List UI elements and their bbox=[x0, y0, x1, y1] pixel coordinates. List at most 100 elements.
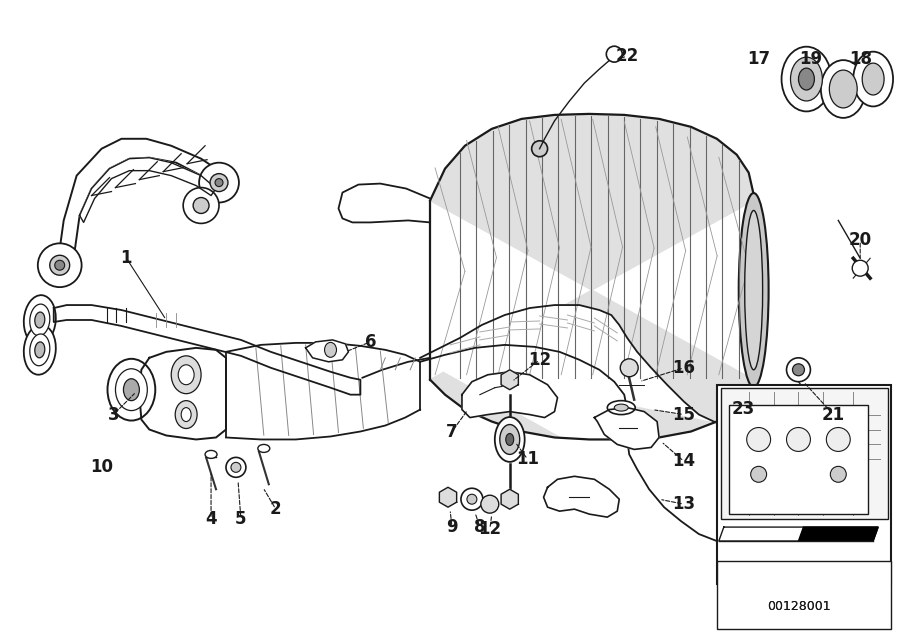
Ellipse shape bbox=[744, 211, 762, 370]
Text: 6: 6 bbox=[364, 333, 376, 351]
Ellipse shape bbox=[30, 304, 50, 336]
Circle shape bbox=[620, 359, 638, 377]
Text: 9: 9 bbox=[446, 518, 458, 536]
Polygon shape bbox=[719, 527, 878, 541]
Ellipse shape bbox=[862, 63, 884, 95]
Ellipse shape bbox=[500, 425, 519, 454]
Circle shape bbox=[481, 495, 499, 513]
Circle shape bbox=[215, 179, 223, 186]
Text: 3: 3 bbox=[108, 406, 120, 424]
Text: 5: 5 bbox=[235, 510, 247, 528]
Text: 2: 2 bbox=[270, 500, 282, 518]
Ellipse shape bbox=[35, 312, 45, 328]
Ellipse shape bbox=[615, 404, 628, 411]
Text: 1: 1 bbox=[121, 249, 132, 267]
Text: 00128001: 00128001 bbox=[767, 600, 831, 613]
Circle shape bbox=[826, 427, 850, 452]
Circle shape bbox=[751, 466, 767, 482]
Text: 23: 23 bbox=[732, 399, 755, 418]
Circle shape bbox=[184, 188, 219, 223]
Text: 12: 12 bbox=[528, 351, 551, 369]
Ellipse shape bbox=[171, 356, 201, 394]
Text: 4: 4 bbox=[205, 510, 217, 528]
Polygon shape bbox=[338, 184, 430, 378]
Circle shape bbox=[226, 457, 246, 477]
Polygon shape bbox=[226, 343, 420, 439]
Ellipse shape bbox=[506, 434, 514, 445]
Text: 13: 13 bbox=[672, 495, 696, 513]
Ellipse shape bbox=[821, 60, 866, 118]
Circle shape bbox=[747, 427, 770, 452]
Ellipse shape bbox=[23, 325, 56, 375]
Text: 17: 17 bbox=[747, 50, 770, 68]
Ellipse shape bbox=[608, 401, 635, 415]
Polygon shape bbox=[501, 489, 518, 509]
Text: 7: 7 bbox=[446, 422, 458, 441]
Ellipse shape bbox=[853, 52, 893, 106]
Ellipse shape bbox=[35, 342, 45, 358]
Ellipse shape bbox=[790, 57, 823, 101]
Ellipse shape bbox=[608, 49, 621, 59]
Polygon shape bbox=[140, 348, 226, 439]
Circle shape bbox=[787, 358, 810, 382]
Polygon shape bbox=[544, 476, 619, 517]
Bar bbox=[729, 404, 868, 514]
Polygon shape bbox=[430, 114, 753, 439]
Circle shape bbox=[231, 462, 241, 473]
Polygon shape bbox=[798, 527, 878, 541]
Ellipse shape bbox=[178, 365, 194, 385]
Text: 14: 14 bbox=[672, 452, 696, 471]
Ellipse shape bbox=[798, 68, 814, 90]
Circle shape bbox=[532, 141, 547, 156]
Text: 18: 18 bbox=[849, 50, 872, 68]
Text: 21: 21 bbox=[822, 406, 845, 424]
Text: 20: 20 bbox=[849, 232, 872, 249]
Polygon shape bbox=[79, 158, 216, 223]
Ellipse shape bbox=[739, 193, 769, 387]
Polygon shape bbox=[57, 139, 221, 275]
Ellipse shape bbox=[205, 450, 217, 459]
Ellipse shape bbox=[23, 295, 56, 345]
Polygon shape bbox=[501, 370, 518, 390]
Polygon shape bbox=[306, 340, 348, 362]
Text: 10: 10 bbox=[90, 459, 113, 476]
Polygon shape bbox=[594, 408, 659, 450]
Circle shape bbox=[194, 198, 209, 214]
Bar bbox=[721, 388, 888, 519]
Ellipse shape bbox=[123, 378, 140, 401]
Bar bbox=[716, 385, 891, 584]
Text: 00128001: 00128001 bbox=[767, 600, 831, 613]
Circle shape bbox=[793, 364, 805, 376]
Bar bbox=[716, 561, 891, 628]
Circle shape bbox=[50, 255, 69, 275]
Text: 19: 19 bbox=[799, 50, 822, 68]
Circle shape bbox=[38, 244, 82, 287]
Text: 16: 16 bbox=[672, 359, 696, 377]
Ellipse shape bbox=[30, 334, 50, 366]
Circle shape bbox=[831, 466, 846, 482]
Polygon shape bbox=[54, 305, 360, 395]
Ellipse shape bbox=[781, 46, 832, 111]
Ellipse shape bbox=[181, 408, 191, 422]
Ellipse shape bbox=[115, 369, 148, 411]
Text: 11: 11 bbox=[517, 450, 539, 468]
Circle shape bbox=[461, 488, 483, 510]
Text: 8: 8 bbox=[474, 518, 486, 536]
Polygon shape bbox=[462, 372, 557, 418]
Circle shape bbox=[199, 163, 238, 202]
Circle shape bbox=[210, 174, 228, 191]
Circle shape bbox=[607, 46, 622, 62]
Circle shape bbox=[467, 494, 477, 504]
Ellipse shape bbox=[257, 445, 270, 452]
Polygon shape bbox=[420, 305, 753, 544]
Text: 15: 15 bbox=[672, 406, 696, 424]
Ellipse shape bbox=[325, 342, 337, 357]
Text: 22: 22 bbox=[616, 47, 639, 65]
Ellipse shape bbox=[495, 417, 525, 462]
Ellipse shape bbox=[107, 359, 156, 420]
Circle shape bbox=[852, 260, 868, 276]
Polygon shape bbox=[439, 487, 456, 507]
Text: 12: 12 bbox=[478, 520, 501, 538]
Circle shape bbox=[55, 260, 65, 270]
Circle shape bbox=[787, 427, 810, 452]
